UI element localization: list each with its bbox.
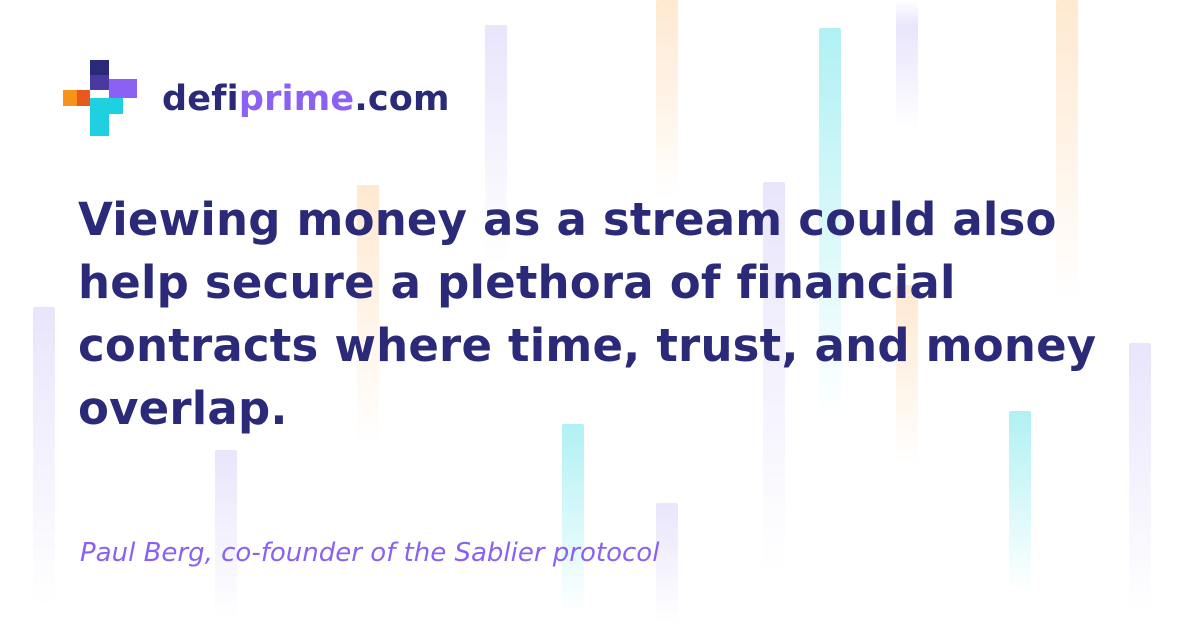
- decorative-bar: [896, 285, 918, 465]
- decorative-bar: [656, 503, 678, 623]
- decorative-bar: [896, 0, 918, 130]
- brand-name-tld: .com: [354, 79, 450, 119]
- quote-attribution: Paul Berg, co-founder of the Sablier pro…: [80, 538, 660, 568]
- decorative-bar: [357, 185, 379, 445]
- brand-wordmark: defiprime.com: [162, 74, 450, 124]
- decorative-bar: [1129, 343, 1151, 613]
- brand-name-dark: defi: [162, 79, 239, 119]
- decorative-bar: [656, 0, 678, 200]
- decorative-bar: [215, 450, 237, 620]
- brand-name-accent: prime: [238, 79, 355, 119]
- quote-text: Viewing money as a stream could also hel…: [78, 193, 1097, 435]
- decorative-bar: [562, 424, 584, 614]
- decorative-bar: [33, 307, 55, 607]
- defiprime-cross-logo-icon: [63, 60, 137, 136]
- decorative-bar: [819, 28, 841, 418]
- decorative-bar: [763, 182, 785, 572]
- decorative-bar: [1056, 0, 1078, 300]
- decorative-bar: [485, 25, 507, 265]
- decorative-bar: [1009, 411, 1031, 591]
